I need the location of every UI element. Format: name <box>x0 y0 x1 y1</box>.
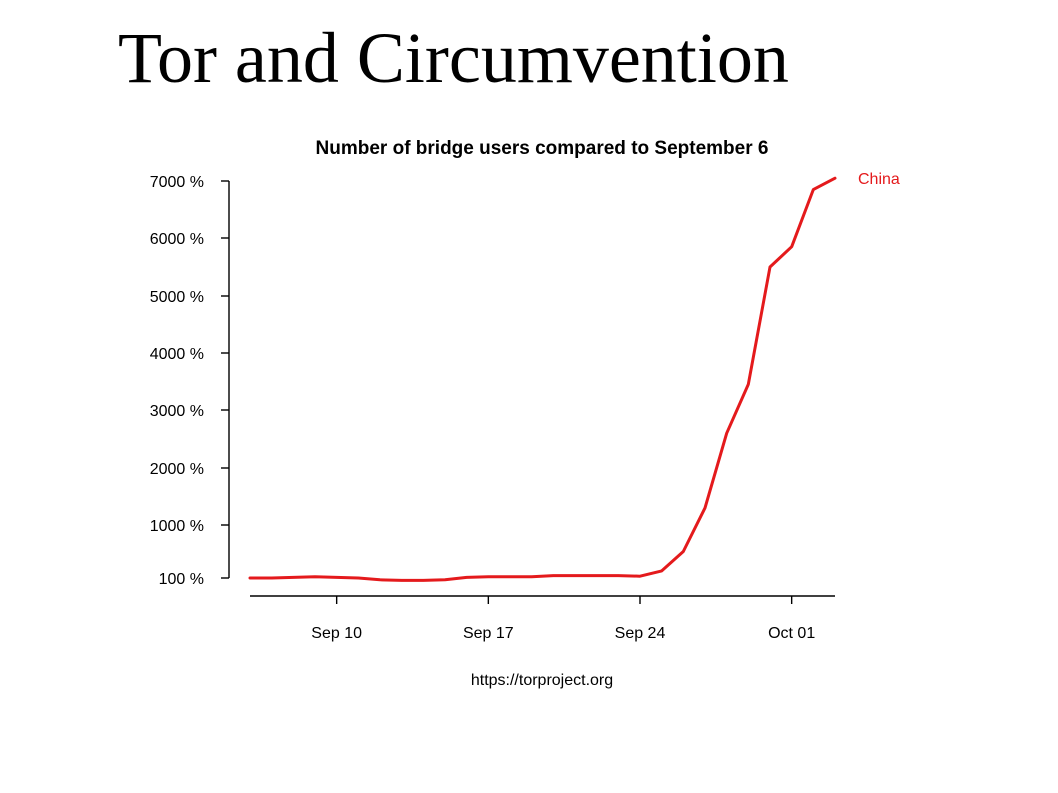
y-tick-label: 1000 % <box>150 518 204 535</box>
x-tick-label: Sep 10 <box>311 625 362 642</box>
series-group: China <box>248 171 900 582</box>
y-tick-label: 100 % <box>159 571 204 588</box>
x-axis-ticks: Sep 10 Sep 17 Sep 24 Oct 01 <box>311 596 815 642</box>
slide-title: Tor and Circumvention <box>118 18 789 98</box>
series-label-china: China <box>858 171 900 188</box>
y-tick-label: 6000 % <box>150 231 204 248</box>
y-tick-label: 2000 % <box>150 461 204 478</box>
x-tick-label: Oct 01 <box>768 625 815 642</box>
series-line-china <box>248 176 837 582</box>
y-tick-label: 5000 % <box>150 289 204 306</box>
chart-title: Number of bridge users compared to Septe… <box>316 138 769 159</box>
y-tick-label: 4000 % <box>150 346 204 363</box>
y-tick-label: 3000 % <box>150 403 204 420</box>
x-tick-label: Sep 24 <box>615 625 666 642</box>
source-label: https://torproject.org <box>471 672 613 689</box>
y-tick-label: 7000 % <box>150 174 204 191</box>
y-axis-ticks: 100 % 1000 % 2000 % 3000 % 4000 % 5000 % 6000 … <box>150 174 229 588</box>
x-tick-label: Sep 17 <box>463 625 514 642</box>
